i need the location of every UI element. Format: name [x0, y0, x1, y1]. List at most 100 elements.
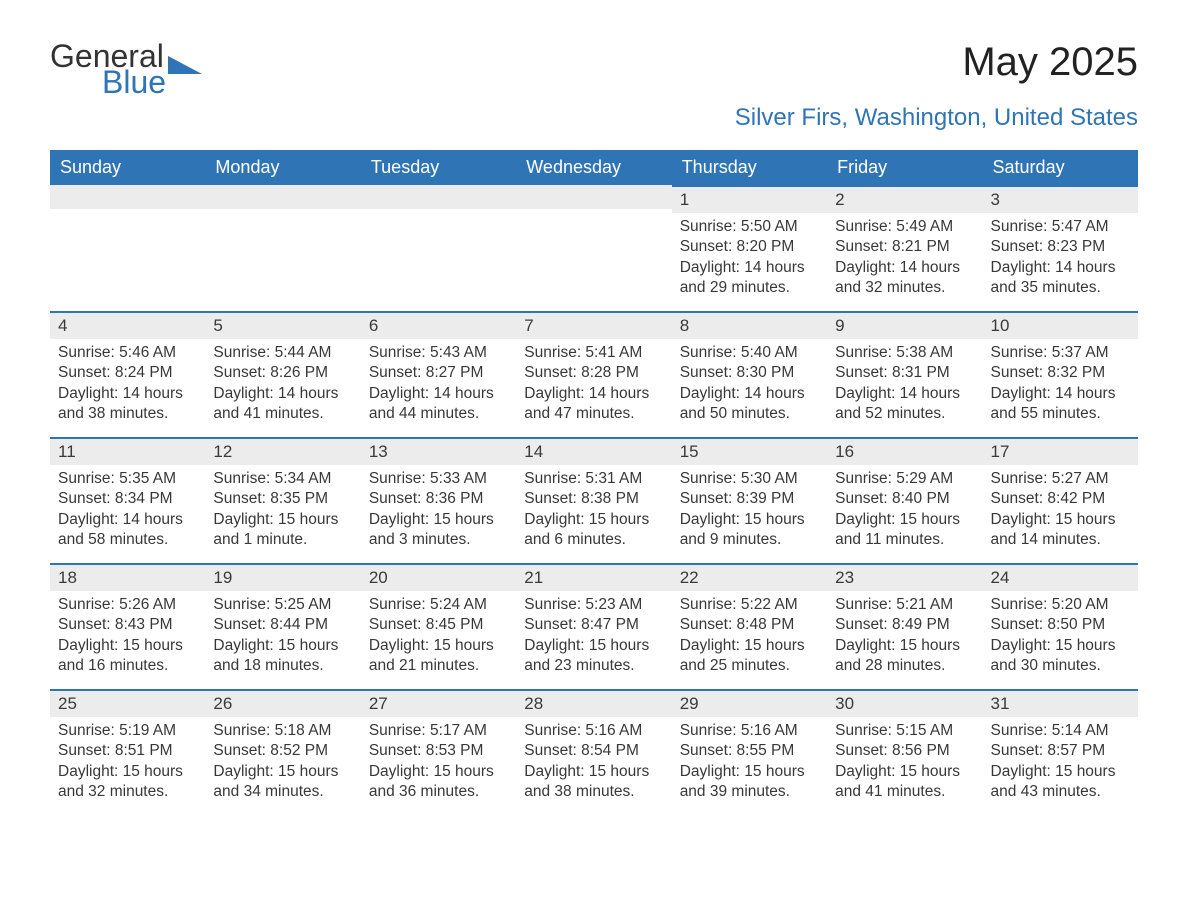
day-body: Sunrise: 5:25 AMSunset: 8:44 PMDaylight:…: [205, 591, 360, 683]
calendar-cell: 18 Sunrise: 5:26 AMSunset: 8:43 PMDayligh…: [50, 563, 205, 689]
daylight-text: Daylight: 14 hours and 29 minutes.: [680, 258, 819, 299]
sunset-text: Sunset: 8:45 PM: [369, 615, 508, 635]
daylight-text: Daylight: 15 hours and 14 minutes.: [991, 510, 1130, 551]
calendar-table: SundayMondayTuesdayWednesdayThursdayFrid…: [50, 150, 1138, 815]
sunset-text: Sunset: 8:54 PM: [524, 741, 663, 761]
sunset-text: Sunset: 8:56 PM: [835, 741, 974, 761]
daylight-text: Daylight: 15 hours and 43 minutes.: [991, 762, 1130, 803]
day-body: Sunrise: 5:16 AMSunset: 8:55 PMDaylight:…: [672, 717, 827, 809]
sunrise-text: Sunrise: 5:34 AM: [213, 469, 352, 489]
day-body: Sunrise: 5:15 AMSunset: 8:56 PMDaylight:…: [827, 717, 982, 809]
daylight-text: Daylight: 15 hours and 11 minutes.: [835, 510, 974, 551]
sunrise-text: Sunrise: 5:38 AM: [835, 343, 974, 363]
calendar-cell: 26Sunrise: 5:18 AMSunset: 8:52 PMDayligh…: [205, 689, 360, 815]
logo: General Blue: [50, 40, 202, 98]
day-body: Sunrise: 5:35 AMSunset: 8:34 PMDaylight:…: [50, 465, 205, 557]
calendar-cell: 10Sunrise: 5:37 AMSunset: 8:32 PMDayligh…: [983, 311, 1138, 437]
header-row: General Blue May 2025: [50, 40, 1138, 98]
day-body: Sunrise: 5:24 AMSunset: 8:45 PMDaylight:…: [361, 591, 516, 683]
calendar-week-row: 25Sunrise: 5:19 AMSunset: 8:51 PMDayligh…: [50, 689, 1138, 815]
sunset-text: Sunset: 8:57 PM: [991, 741, 1130, 761]
sunset-text: Sunset: 8:55 PM: [680, 741, 819, 761]
sunrise-text: Sunrise: 5:21 AM: [835, 595, 974, 615]
daylight-text: Daylight: 14 hours and 44 minutes.: [369, 384, 508, 425]
location-subtitle: Silver Firs, Washington, United States: [50, 104, 1138, 132]
sunrise-text: Sunrise: 5:26 AM: [58, 595, 197, 615]
daylight-text: Daylight: 15 hours and 36 minutes.: [369, 762, 508, 803]
day-body: Sunrise: 5:20 AMSunset: 8:50 PMDaylight:…: [983, 591, 1138, 683]
day-body: Sunrise: 5:27 AMSunset: 8:42 PMDaylight:…: [983, 465, 1138, 557]
day-header: Sunday: [50, 150, 205, 185]
daylight-text: Daylight: 14 hours and 50 minutes.: [680, 384, 819, 425]
day-number: 24: [983, 563, 1138, 591]
daylight-text: Daylight: 15 hours and 6 minutes.: [524, 510, 663, 551]
day-body: Sunrise: 5:30 AMSunset: 8:39 PMDaylight:…: [672, 465, 827, 557]
day-number: 31: [983, 689, 1138, 717]
day-number: 11: [50, 437, 205, 465]
daylight-text: Daylight: 14 hours and 55 minutes.: [991, 384, 1130, 425]
sunrise-text: Sunrise: 5:14 AM: [991, 721, 1130, 741]
day-number: 3: [983, 185, 1138, 213]
calendar-cell: 17Sunrise: 5:27 AMSunset: 8:42 PMDayligh…: [983, 437, 1138, 563]
calendar-cell: 24Sunrise: 5:20 AMSunset: 8:50 PMDayligh…: [983, 563, 1138, 689]
sunset-text: Sunset: 8:51 PM: [58, 741, 197, 761]
day-number: 10: [983, 311, 1138, 339]
calendar-cell: [50, 185, 205, 311]
calendar-cell: [361, 185, 516, 311]
calendar-cell: 20Sunrise: 5:24 AMSunset: 8:45 PMDayligh…: [361, 563, 516, 689]
sunrise-text: Sunrise: 5:19 AM: [58, 721, 197, 741]
day-number: 17: [983, 437, 1138, 465]
calendar-page: General Blue May 2025 Silver Firs, Washi…: [0, 0, 1188, 865]
day-body: Sunrise: 5:16 AMSunset: 8:54 PMDaylight:…: [516, 717, 671, 809]
calendar-cell: 22Sunrise: 5:22 AMSunset: 8:48 PMDayligh…: [672, 563, 827, 689]
sunset-text: Sunset: 8:43 PM: [58, 615, 197, 635]
sunset-text: Sunset: 8:21 PM: [835, 237, 974, 257]
day-number: 6: [361, 311, 516, 339]
daylight-text: Daylight: 15 hours and 16 minutes.: [58, 636, 197, 677]
calendar-cell: [205, 185, 360, 311]
daylight-text: Daylight: 14 hours and 32 minutes.: [835, 258, 974, 299]
sunrise-text: Sunrise: 5:20 AM: [991, 595, 1130, 615]
sunrise-text: Sunrise: 5:16 AM: [524, 721, 663, 741]
calendar-week-row: 11Sunrise: 5:35 AMSunset: 8:34 PMDayligh…: [50, 437, 1138, 563]
sunset-text: Sunset: 8:47 PM: [524, 615, 663, 635]
logo-sail-icon: [168, 56, 202, 74]
sunset-text: Sunset: 8:44 PM: [213, 615, 352, 635]
day-number: 30: [827, 689, 982, 717]
day-body: Sunrise: 5:14 AMSunset: 8:57 PMDaylight:…: [983, 717, 1138, 809]
empty-day-bar: [516, 185, 671, 209]
day-body: Sunrise: 5:49 AMSunset: 8:21 PMDaylight:…: [827, 213, 982, 305]
calendar-cell: 6Sunrise: 5:43 AMSunset: 8:27 PMDaylight…: [361, 311, 516, 437]
day-body: Sunrise: 5:44 AMSunset: 8:26 PMDaylight:…: [205, 339, 360, 431]
day-number: 28: [516, 689, 671, 717]
daylight-text: Daylight: 15 hours and 1 minute.: [213, 510, 352, 551]
day-number: 21: [516, 563, 671, 591]
day-body: Sunrise: 5:41 AMSunset: 8:28 PMDaylight:…: [516, 339, 671, 431]
day-number: 18: [50, 563, 205, 591]
daylight-text: Daylight: 14 hours and 35 minutes.: [991, 258, 1130, 299]
day-body: Sunrise: 5:29 AMSunset: 8:40 PMDaylight:…: [827, 465, 982, 557]
daylight-text: Daylight: 15 hours and 34 minutes.: [213, 762, 352, 803]
calendar-cell: 29Sunrise: 5:16 AMSunset: 8:55 PMDayligh…: [672, 689, 827, 815]
sunrise-text: Sunrise: 5:41 AM: [524, 343, 663, 363]
calendar-cell: 9Sunrise: 5:38 AMSunset: 8:31 PMDaylight…: [827, 311, 982, 437]
sunset-text: Sunset: 8:49 PM: [835, 615, 974, 635]
calendar-cell: 14Sunrise: 5:31 AMSunset: 8:38 PMDayligh…: [516, 437, 671, 563]
sunrise-text: Sunrise: 5:37 AM: [991, 343, 1130, 363]
calendar-cell: 15Sunrise: 5:30 AMSunset: 8:39 PMDayligh…: [672, 437, 827, 563]
day-body: Sunrise: 5:40 AMSunset: 8:30 PMDaylight:…: [672, 339, 827, 431]
daylight-text: Daylight: 15 hours and 23 minutes.: [524, 636, 663, 677]
sunset-text: Sunset: 8:35 PM: [213, 489, 352, 509]
daylight-text: Daylight: 15 hours and 38 minutes.: [524, 762, 663, 803]
day-body: Sunrise: 5:43 AMSunset: 8:27 PMDaylight:…: [361, 339, 516, 431]
calendar-cell: 28Sunrise: 5:16 AMSunset: 8:54 PMDayligh…: [516, 689, 671, 815]
empty-day-bar: [50, 185, 205, 209]
day-number: 2: [827, 185, 982, 213]
sunset-text: Sunset: 8:31 PM: [835, 363, 974, 383]
sunset-text: Sunset: 8:24 PM: [58, 363, 197, 383]
sunrise-text: Sunrise: 5:46 AM: [58, 343, 197, 363]
sunset-text: Sunset: 8:38 PM: [524, 489, 663, 509]
day-number: 16: [827, 437, 982, 465]
sunrise-text: Sunrise: 5:22 AM: [680, 595, 819, 615]
day-header: Friday: [827, 150, 982, 185]
